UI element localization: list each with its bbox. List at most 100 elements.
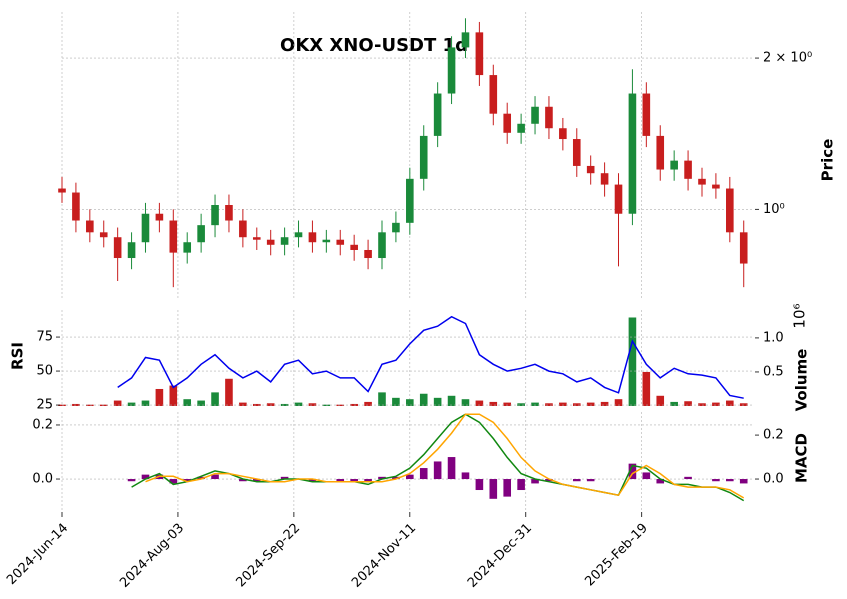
volume-bar xyxy=(572,403,581,406)
histogram-bar xyxy=(433,461,442,480)
candle-body xyxy=(684,160,692,179)
candle-body xyxy=(545,106,553,129)
y-tick-label: 0.5 xyxy=(763,364,784,379)
candle-body xyxy=(113,237,122,259)
candle-body xyxy=(308,232,317,243)
histogram-bar xyxy=(447,457,456,480)
candle-body xyxy=(489,75,498,114)
histogram-bar xyxy=(419,468,428,480)
volume-bar xyxy=(656,395,665,406)
candle-body xyxy=(211,205,219,226)
volume-bar xyxy=(113,400,122,406)
candle-body xyxy=(350,244,358,250)
histogram-bar xyxy=(461,472,470,480)
candle-body xyxy=(197,225,205,243)
candle-body xyxy=(531,106,539,124)
histogram-bar xyxy=(364,479,372,482)
histogram-bar xyxy=(252,479,261,482)
histogram-bar xyxy=(308,479,317,482)
candle-body xyxy=(183,242,192,253)
histogram-bar xyxy=(739,479,748,484)
volume-bar xyxy=(586,402,595,406)
macd-line xyxy=(131,413,745,502)
volume-bar xyxy=(614,399,623,406)
volume-bar xyxy=(183,399,192,406)
volume-bar xyxy=(726,400,734,406)
volume-bar xyxy=(489,401,498,406)
candle-body xyxy=(378,232,386,259)
candle-body xyxy=(433,93,442,136)
histogram-bar xyxy=(684,476,692,480)
candle-body xyxy=(99,232,108,238)
volume-bar xyxy=(252,403,261,406)
candle-body xyxy=(600,173,609,185)
y-tick-label: 0.2 xyxy=(763,428,784,443)
histogram-bar xyxy=(628,463,637,480)
candle-body xyxy=(266,239,275,245)
axis-title: Price xyxy=(819,139,837,182)
volume-bar xyxy=(406,399,414,406)
histogram-bar xyxy=(350,479,358,482)
y-tick-label: 0.2 xyxy=(32,417,53,432)
volume-bar xyxy=(712,402,720,406)
candle-body xyxy=(447,47,456,94)
histogram-bar xyxy=(336,479,345,482)
candle-body xyxy=(419,135,428,179)
axis-title: Volume xyxy=(793,349,811,412)
y-tick-label: 75 xyxy=(36,330,53,345)
histogram-bar xyxy=(141,474,150,480)
candle-body xyxy=(628,93,637,214)
x-tick-label: 2024-Nov-11 xyxy=(349,521,419,591)
histogram-bar xyxy=(656,479,665,484)
volume-bar xyxy=(684,401,692,406)
candle-body xyxy=(712,184,720,189)
histogram-bar xyxy=(475,479,484,491)
candle-body xyxy=(239,220,247,238)
volume-bar xyxy=(141,400,150,406)
candle-body xyxy=(517,123,525,133)
candle-body xyxy=(72,192,80,221)
candle-body xyxy=(461,32,470,48)
candle-body xyxy=(141,213,150,243)
histogram-bar xyxy=(642,472,651,480)
x-tick-label: 2024-Aug-03 xyxy=(117,521,187,591)
signal-line xyxy=(145,413,745,499)
volume-bar xyxy=(433,397,442,406)
volume-bar xyxy=(294,402,303,406)
volume-bar xyxy=(308,403,317,406)
axis-title: RSI xyxy=(9,342,27,370)
candle-body xyxy=(294,232,303,238)
volume-bar xyxy=(378,392,386,406)
volume-bar xyxy=(739,403,748,406)
volume-bar xyxy=(698,403,706,406)
histogram-bar xyxy=(211,474,219,480)
candle-body xyxy=(155,213,164,221)
volume-bar xyxy=(447,395,456,406)
histogram-bar xyxy=(392,476,400,480)
volume-bar xyxy=(127,402,136,406)
candle-body xyxy=(475,32,484,76)
candle-body xyxy=(392,222,400,233)
candle-body xyxy=(127,242,136,259)
histogram-bar xyxy=(127,479,136,482)
candle-body xyxy=(58,188,66,193)
volume-bar xyxy=(239,402,247,406)
histogram-bar xyxy=(169,479,178,484)
histogram-bar xyxy=(378,476,386,480)
x-tick-label: 2024-Sep-22 xyxy=(234,521,304,591)
histogram-bar xyxy=(572,479,581,482)
volume-bar xyxy=(169,385,178,406)
candle-body xyxy=(739,232,748,264)
volume-bar xyxy=(280,403,289,406)
candle-body xyxy=(252,237,261,240)
candle-body xyxy=(656,135,665,170)
x-tick-label: 2024-Dec-31 xyxy=(465,521,535,591)
histogram-bar xyxy=(545,479,553,482)
y-tick-label: 0.0 xyxy=(763,472,784,487)
y-tick-label: 50 xyxy=(36,364,53,379)
x-tick-label: 2025-Feb-19 xyxy=(582,521,651,590)
y-tick-label: 10⁰ xyxy=(763,202,785,217)
volume-bar xyxy=(86,404,94,406)
volume-bar xyxy=(628,317,637,406)
